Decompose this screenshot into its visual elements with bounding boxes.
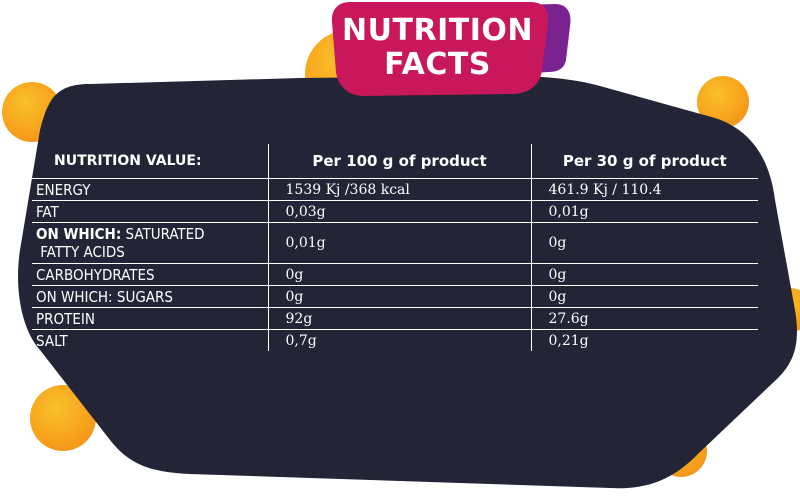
header-nutrition-value: NUTRITION VALUE:	[32, 144, 268, 179]
table-row: ON WHICH: SATURATED FATTY ACIDS 0,01g 0g	[32, 222, 758, 264]
nutrition-table: NUTRITION VALUE: Per 100 g of product Pe…	[32, 144, 758, 351]
header-per-100g: Per 100 g of product	[267, 144, 531, 179]
table-row: ON WHICH: SUGARS 0g 0g	[32, 285, 758, 308]
banner-title-line1: NUTRITION	[342, 13, 533, 48]
row-per100: 0g	[267, 263, 531, 286]
row-per100: 1539 Kj /368 kcal	[267, 178, 531, 201]
row-label: ENERGY	[32, 178, 268, 201]
row-label: CARBOHYDRATES	[32, 263, 268, 286]
row-per100: 0,03g	[267, 200, 531, 223]
row-label: ON WHICH: SATURATED FATTY ACIDS	[32, 222, 268, 264]
row-per30: 0,21g	[530, 329, 758, 351]
row-label: PROTEIN	[32, 307, 268, 330]
row-per100: 0,7g	[267, 329, 531, 351]
row-per30: 0g	[530, 285, 758, 308]
row-per30: 0,01g	[530, 200, 758, 223]
table-row: PROTEIN 92g 27.6g	[32, 307, 758, 330]
row-per100: 0g	[267, 285, 531, 308]
row-label-line2: FATTY ACIDS	[40, 243, 125, 261]
banner-title: NUTRITION FACTS	[330, 14, 545, 82]
row-per100: 92g	[267, 307, 531, 330]
table-row: SALT 0,7g 0,21g	[32, 329, 758, 351]
banner-title-line2: FACTS	[384, 47, 491, 82]
table-row: CARBOHYDRATES 0g 0g	[32, 263, 758, 286]
header-per-30g: Per 30 g of product	[530, 144, 758, 179]
table-row: FAT 0,03g 0,01g	[32, 200, 758, 223]
row-label: FAT	[32, 200, 268, 223]
row-label: ON WHICH: SUGARS	[32, 285, 268, 308]
row-per30: 0g	[530, 263, 758, 286]
table-row: ENERGY 1539 Kj /368 kcal 461.9 Kj / 110.…	[32, 178, 758, 201]
row-per100: 0,01g	[267, 222, 531, 264]
table-header-row: NUTRITION VALUE: Per 100 g of product Pe…	[32, 144, 758, 179]
row-per30: 0g	[530, 222, 758, 264]
row-per30: 461.9 Kj / 110.4	[530, 178, 758, 201]
row-label-bold: ON WHICH:	[36, 225, 122, 243]
row-per30: 27.6g	[530, 307, 758, 330]
row-label-rest: SATURATED	[121, 225, 205, 243]
row-label: SALT	[36, 331, 68, 350]
